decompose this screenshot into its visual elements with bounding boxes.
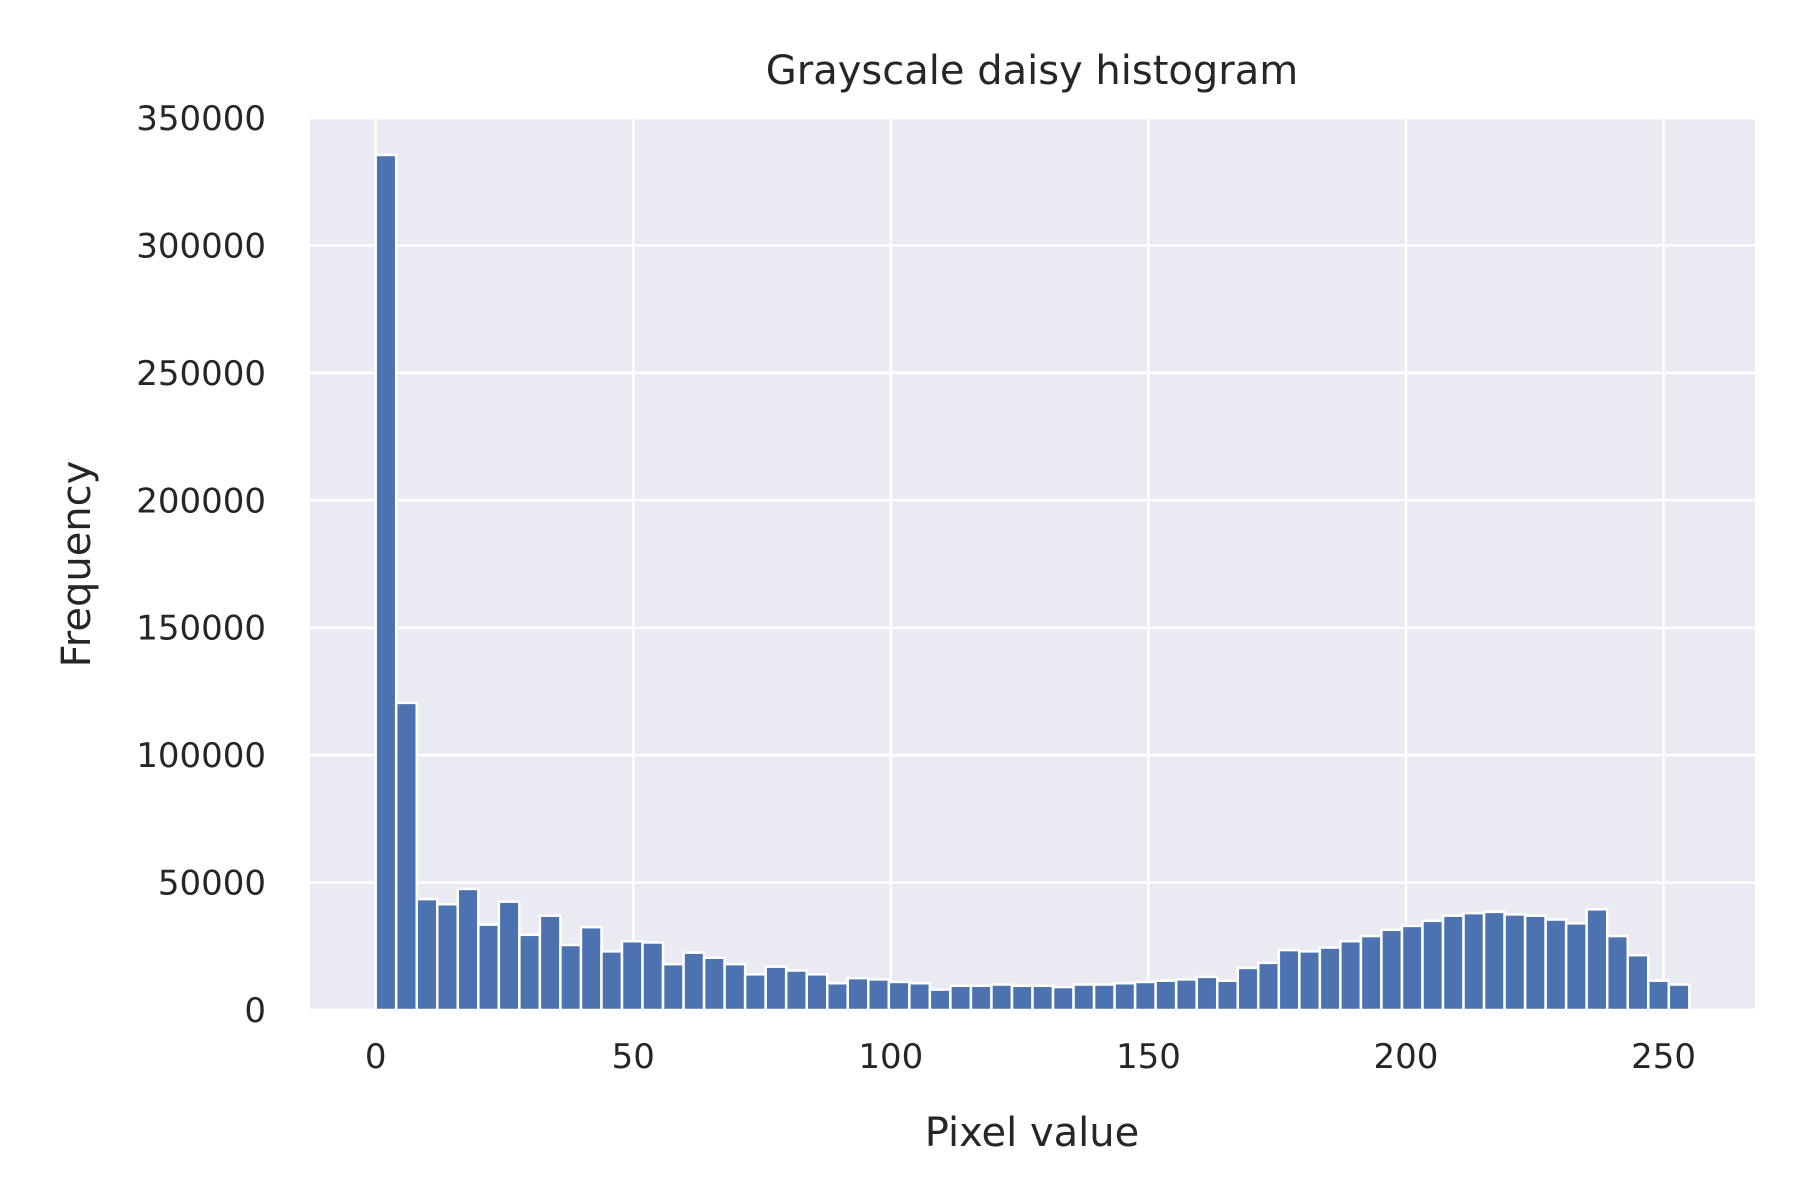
histogram-bar [1236, 966, 1260, 1012]
histogram-bar [1113, 981, 1137, 1012]
histogram-bar [661, 962, 685, 1012]
x-tick-label: 200 [1374, 1037, 1439, 1077]
histogram-bar [1339, 939, 1363, 1012]
y-tick-label: 300000 [136, 226, 266, 266]
histogram-bar [394, 701, 418, 1012]
histogram-bar [1605, 934, 1629, 1012]
histogram-bar [846, 976, 870, 1012]
histogram-bar [1174, 978, 1198, 1012]
histogram-bar [518, 933, 542, 1012]
y-tick-label: 100000 [136, 736, 266, 776]
histogram-bar [990, 983, 1014, 1012]
y-axis-label: Frequency [54, 461, 100, 668]
histogram-bar [436, 902, 460, 1012]
histogram-bar [559, 943, 583, 1012]
histogram-bar [1031, 984, 1055, 1012]
histogram-bar [1544, 918, 1568, 1012]
histogram-bar [825, 981, 850, 1012]
histogram-bar [1400, 924, 1424, 1012]
histogram-bar [1298, 950, 1322, 1012]
grid-lines [310, 116, 1755, 1012]
x-tick-label: 150 [1116, 1037, 1181, 1077]
histogram-bar [887, 980, 911, 1012]
histogram-bar [579, 925, 603, 1012]
histogram-bar [682, 951, 706, 1012]
histogram-bar [538, 914, 562, 1012]
x-tick-label: 250 [1631, 1037, 1696, 1077]
x-tick-label: 100 [858, 1037, 923, 1077]
chart-title: Grayscale daisy histogram [766, 48, 1298, 94]
histogram-bar [702, 956, 726, 1012]
histogram-bar [1318, 946, 1342, 1012]
histogram-bar [908, 981, 932, 1012]
histogram-bar [764, 965, 788, 1012]
histogram-bar [1092, 983, 1116, 1012]
plot-background [310, 118, 1755, 1010]
y-tick-label: 150000 [136, 609, 266, 649]
histogram-bar [1564, 922, 1588, 1012]
histogram-bar [1277, 948, 1301, 1012]
histogram-bar [1647, 979, 1671, 1012]
y-tick-labels: 0 50000 100000 150000 200000 250000 300000 3500… [136, 99, 266, 1031]
histogram-bar [1072, 983, 1096, 1012]
histogram-bar [1257, 961, 1281, 1012]
x-tick-label: 50 [612, 1037, 655, 1077]
y-tick-label: 250000 [136, 354, 266, 394]
histogram-bar [867, 978, 891, 1012]
histogram-bar [1133, 980, 1157, 1012]
histogram-bar [600, 950, 624, 1012]
histogram-bar [1051, 985, 1075, 1012]
y-tick-label: 350000 [136, 99, 266, 139]
histogram-bar [1462, 911, 1486, 1012]
histogram-bar [1626, 953, 1650, 1012]
histogram-bar [641, 941, 665, 1012]
histogram-bar [784, 969, 808, 1012]
histogram-bar [374, 153, 398, 1012]
histogram-bar [1195, 975, 1219, 1012]
x-tick-labels: 0 50 100 150 200 250 [365, 1037, 1696, 1077]
x-tick-label: 0 [365, 1037, 387, 1077]
histogram-bar [743, 973, 767, 1012]
histogram-bar [1667, 983, 1691, 1012]
histogram-bar [949, 984, 973, 1012]
histogram-bar [1154, 979, 1178, 1012]
histogram-bar [1503, 913, 1527, 1012]
histogram-bar [497, 900, 521, 1012]
histogram-bar [1441, 914, 1465, 1012]
histogram-bar [723, 962, 747, 1012]
y-tick-label: 200000 [136, 481, 266, 521]
histogram-bar [1421, 919, 1445, 1012]
histogram-bar [1380, 928, 1404, 1012]
histogram-bar [928, 988, 952, 1012]
histogram-bar [1215, 979, 1240, 1012]
histogram-bar [969, 984, 993, 1012]
histogram-bar [1010, 984, 1034, 1012]
y-tick-label: 0 [244, 991, 266, 1031]
histogram-bar [805, 973, 829, 1012]
histogram-bar [456, 887, 480, 1012]
histogram-bar [1585, 908, 1609, 1012]
histogram-bar [477, 923, 501, 1012]
histogram-bar [415, 897, 439, 1012]
histogram-bar [1359, 934, 1383, 1012]
histogram-bars [374, 153, 1691, 1012]
y-tick-label: 50000 [158, 864, 266, 904]
histogram-bar [620, 939, 644, 1012]
histogram-bar [1482, 910, 1506, 1012]
x-axis-label: Pixel value [925, 1110, 1140, 1156]
histogram-bar [1523, 914, 1547, 1012]
